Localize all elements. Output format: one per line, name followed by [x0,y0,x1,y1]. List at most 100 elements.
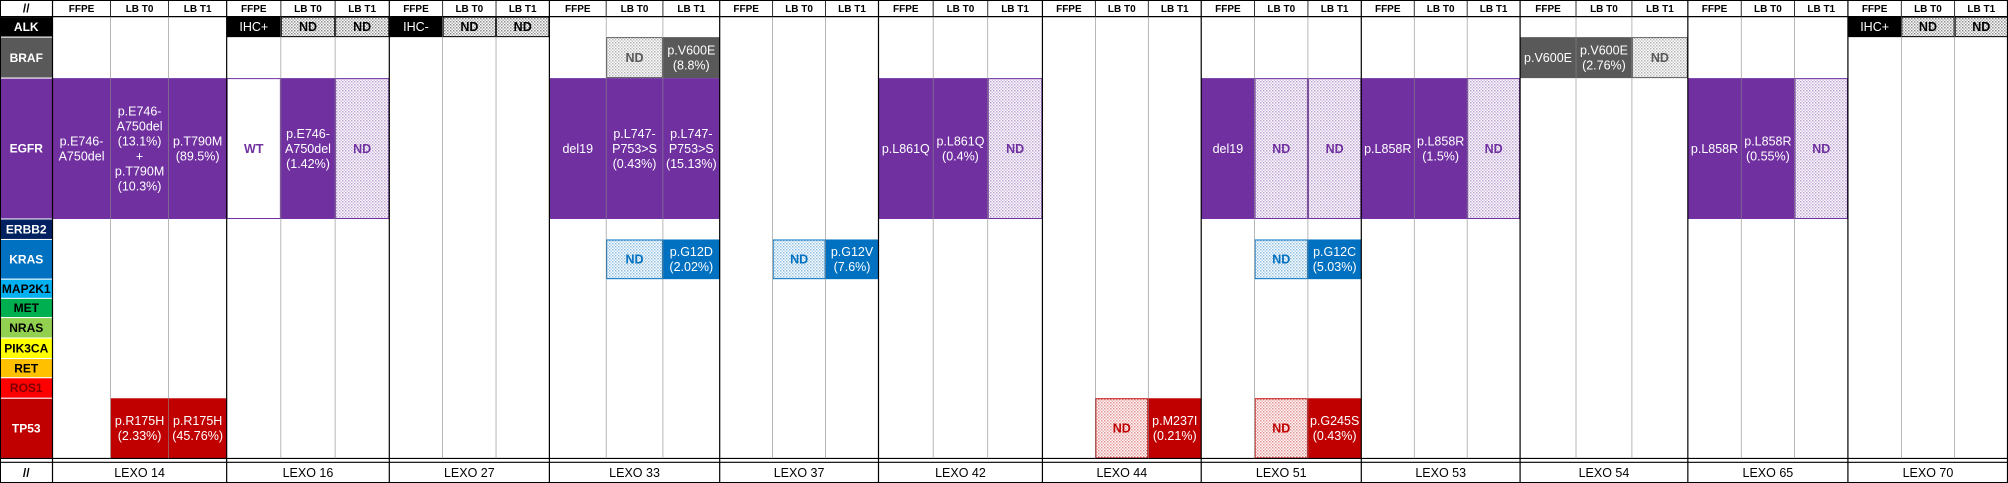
cell-hatched [1254,398,1308,459]
cell-text: p.M237I [1152,414,1197,428]
cell-text: (13.1%) [118,134,162,148]
cell-text: p.L858R [1417,134,1464,148]
column-header: LB T1 [348,4,376,15]
cell-filled [662,78,720,219]
cell-text: A750del [117,119,163,133]
cell-text: p.G12D [670,245,713,259]
column-header: LB T0 [1108,4,1136,15]
cell-filled [168,398,227,459]
column-header: LB T0 [1590,4,1618,15]
cell-text: ND [1272,422,1290,436]
cell-text: p.L858R [1364,142,1411,156]
cell-text: p.L858R [1691,142,1738,156]
cell-text: IHC+ [1860,20,1889,34]
patient-name: LEXO 27 [444,466,495,480]
cell-text: p.E746- [286,127,330,141]
cell-text: ND [299,20,317,34]
patient-name: LEXO 14 [114,466,165,480]
cell-text: p.V600E [667,43,715,57]
header-bg [0,0,2008,17]
column-header: LB T1 [184,4,212,15]
gene-label: ROS1 [10,381,43,395]
cell-text: del19 [562,142,593,156]
cell-text: + [136,149,143,163]
cell-filled [549,78,607,219]
cell-filled [662,239,720,280]
cell-text: ND [1006,142,1024,156]
gene-label: EGFR [10,142,44,156]
column-header: LB T1 [1321,4,1349,15]
cell-text: p.L858R [1744,134,1791,148]
column-header: LB T1 [677,4,705,15]
cell-text: ND [1919,20,1937,34]
cell-hatched [772,239,826,280]
cell-text: p.T790M [115,164,164,178]
column-header: LB T0 [621,4,649,15]
cell-text: (0.43%) [1313,429,1357,443]
cell-filled [1414,78,1468,219]
cell-text: ND [1326,142,1344,156]
cell-text: (89.5%) [176,149,220,163]
cell-text: (0.43%) [613,157,657,171]
cell-hatched [606,239,663,280]
cell-text: ND [1812,142,1830,156]
cell-text: ND [514,20,532,34]
column-header: LB T0 [455,4,483,15]
cell-filled [1520,37,1577,79]
cell-text: P753>S [612,142,657,156]
gene-label: ALK [14,20,39,34]
cell-text: ND [460,20,478,34]
cell-filled [1741,78,1795,219]
cell-filled [1201,78,1255,219]
cell-text: (7.6%) [834,260,871,274]
patient-name: LEXO 51 [1256,466,1307,480]
patient-name: LEXO 42 [935,466,986,480]
column-header: LB T0 [1427,4,1455,15]
cell-text: p.L861Q [882,142,930,156]
cell-filled [933,78,988,219]
column-header: LB T1 [509,4,537,15]
cell-hatched [1794,78,1848,219]
column-header: FFPE [733,4,759,15]
cell-filled [1148,398,1202,459]
column-header: LB T1 [1646,4,1674,15]
cell-text: p.E746- [118,104,162,118]
cell-text: ND [1651,51,1669,65]
column-header: FFPE [1862,4,1888,15]
cell-text: (5.03%) [1313,260,1357,274]
gene-label: MET [14,301,40,315]
cell-text: p.G12V [831,245,874,259]
cell-text: ND [1972,20,1990,34]
cell-text: del19 [1213,142,1244,156]
column-header: LB T0 [1914,4,1942,15]
cell-text: (2.33%) [118,429,162,443]
cell-text: WT [244,142,264,156]
cell-filled [662,37,720,79]
cell-filled [280,78,336,219]
column-header: FFPE [1375,4,1401,15]
cell-filled [110,78,169,219]
column-header: LB T0 [294,4,322,15]
column-header: LB T1 [1001,4,1029,15]
cell-text: A750del [285,142,331,156]
cell-text: (2.76%) [1582,58,1626,72]
cell-hatched [606,37,663,79]
patient-name: LEXO 44 [1096,466,1147,480]
cell-filled [1687,78,1742,219]
cell-text: ND [1113,422,1131,436]
cell-hatched [1631,37,1688,79]
column-header: FFPE [1215,4,1241,15]
column-header: LB T0 [947,4,975,15]
cell-text: p.R175H [173,414,222,428]
patient-name: LEXO 53 [1415,466,1466,480]
cell-hatched [987,78,1043,219]
column-header: FFPE [565,4,591,15]
cell-text: (0.55%) [1746,149,1790,163]
footer-corner: // [23,466,30,480]
cell-filled [1576,37,1632,79]
column-header: LB T1 [1161,4,1189,15]
cell-filled [52,78,111,219]
cell-text: IHC+ [239,20,268,34]
column-header: FFPE [1535,4,1561,15]
